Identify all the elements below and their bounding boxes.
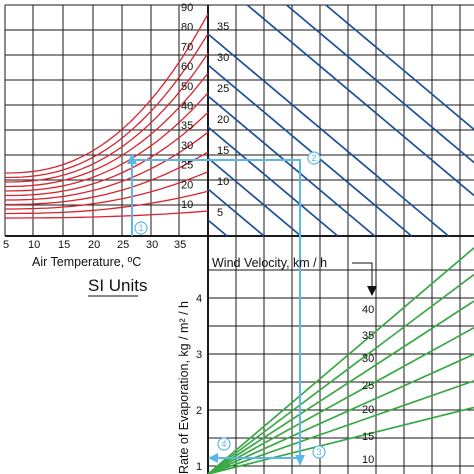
dewpoint-line-label: 10 bbox=[217, 176, 229, 188]
dewpoint-line-label: 15 bbox=[217, 145, 229, 157]
temperature-curve-label: 50 bbox=[181, 81, 193, 93]
guide-layer: 1 2 3 4 bbox=[127, 151, 326, 466]
wind-velocity-label: 10 bbox=[362, 454, 374, 466]
wind-velocity-legend-title: Wind Velocity, km / h bbox=[212, 256, 327, 270]
guide-step-marker bbox=[134, 221, 148, 235]
temperature-curve-label: 20 bbox=[181, 179, 193, 191]
temperature-tick-label: 35 bbox=[174, 239, 186, 251]
dewpoint-line-extra bbox=[325, 4, 474, 131]
temperature-curve-label: 25 bbox=[181, 160, 193, 172]
dewpoint-line bbox=[207, 126, 339, 237]
dewpoint-line bbox=[207, 64, 413, 237]
guide-step-number: 4 bbox=[222, 439, 227, 449]
wind-velocity-label: 20 bbox=[362, 404, 374, 416]
wind-velocity-line bbox=[207, 353, 474, 474]
temperature-curve bbox=[4, 92, 209, 192]
wind-velocity-line bbox=[207, 300, 474, 474]
temperature-curve-label: 70 bbox=[181, 41, 193, 53]
dewpoint-line-label: 30 bbox=[217, 52, 229, 64]
temperature-curve bbox=[5, 151, 209, 206]
evaporation-tick-label: 4 bbox=[196, 293, 202, 305]
evaporation-tick-label: 3 bbox=[196, 349, 202, 361]
temperature-tick-label: 25 bbox=[117, 239, 129, 251]
wind-velocity-label: 35 bbox=[362, 330, 374, 342]
guide-step-number: 2 bbox=[312, 153, 317, 163]
temperature-curve-label: 35 bbox=[181, 120, 193, 132]
wind-velocity-line bbox=[207, 326, 474, 474]
grid-layer bbox=[4, 4, 474, 474]
dewpoint-line-extra bbox=[286, 4, 474, 164]
dewpoint-line-label: 5 bbox=[217, 207, 223, 219]
temperature-curve bbox=[4, 33, 209, 179]
dewpoint-line-extra bbox=[246, 4, 474, 197]
temperature-curve bbox=[5, 131, 209, 201]
guide-step-marker bbox=[312, 445, 326, 459]
temperature-curve bbox=[5, 171, 209, 210]
legend-leader-line bbox=[352, 262, 373, 290]
units-title: SI Units bbox=[88, 276, 148, 295]
wind-velocity-line bbox=[207, 406, 474, 474]
dewpoint-line bbox=[207, 157, 302, 237]
guide-step-marker bbox=[217, 437, 231, 451]
guide-step-number: 3 bbox=[317, 447, 322, 457]
wind-velocity-line bbox=[207, 247, 474, 474]
temperature-curve bbox=[4, 53, 209, 183]
temperature-curve-label: 90 bbox=[181, 2, 193, 14]
temperature-tick-label: 20 bbox=[88, 239, 100, 251]
dewpoint-line bbox=[207, 33, 450, 237]
temperature-curve-label: 10 bbox=[181, 199, 193, 211]
curve-layer bbox=[4, 4, 474, 474]
dewpoint-line bbox=[207, 95, 376, 237]
temperature-curve bbox=[5, 190, 209, 215]
dewpoint-line-label: 25 bbox=[217, 83, 229, 95]
wind-velocity-label: 30 bbox=[362, 353, 374, 365]
wind-velocity-label: 25 bbox=[362, 380, 374, 392]
evaporation-tick-label: 2 bbox=[196, 405, 202, 417]
evaporation-tick-label: 1 bbox=[196, 461, 202, 473]
example-guide-path bbox=[131, 159, 301, 459]
temperature-curve bbox=[4, 72, 209, 188]
temperature-tick-label: 5 bbox=[3, 239, 9, 251]
temperature-curve bbox=[5, 112, 209, 197]
wind-velocity-label: 15 bbox=[362, 431, 374, 443]
temperature-tick-label: 30 bbox=[146, 239, 158, 251]
evaporation-axis-title: Rate of Evaporation, kg / m² / h bbox=[177, 301, 191, 474]
temperature-curve-label: 40 bbox=[181, 101, 193, 113]
guide-step-marker bbox=[307, 151, 321, 165]
temperature-axis-title: Air Temperature, ºC bbox=[32, 255, 141, 269]
text-layer: 1020253035405060708090510152025303510152… bbox=[3, 2, 377, 474]
dewpoint-line bbox=[207, 219, 228, 237]
temperature-tick-label: 15 bbox=[58, 239, 70, 251]
guide-arrow-down bbox=[295, 455, 305, 466]
temperature-curve-label: 60 bbox=[181, 61, 193, 73]
temperature-curve bbox=[5, 210, 209, 219]
dewpoint-line-label: 35 bbox=[217, 21, 229, 33]
temperature-curve-label: 80 bbox=[181, 22, 193, 34]
dewpoint-line-label: 20 bbox=[217, 114, 229, 126]
wind-velocity-line bbox=[207, 380, 474, 474]
temperature-tick-label: 10 bbox=[28, 239, 40, 251]
temperature-curve bbox=[4, 13, 209, 174]
dewpoint-line bbox=[207, 188, 265, 237]
temperature-curve-label: 30 bbox=[181, 140, 193, 152]
legend-leader-arrow bbox=[367, 286, 377, 296]
guide-step-number: 1 bbox=[139, 223, 144, 233]
guide-arrow-left bbox=[208, 453, 218, 463]
guide-arrow-up bbox=[127, 153, 137, 164]
wind-velocity-line bbox=[207, 273, 474, 474]
wind-velocity-label: 40 bbox=[362, 304, 374, 316]
